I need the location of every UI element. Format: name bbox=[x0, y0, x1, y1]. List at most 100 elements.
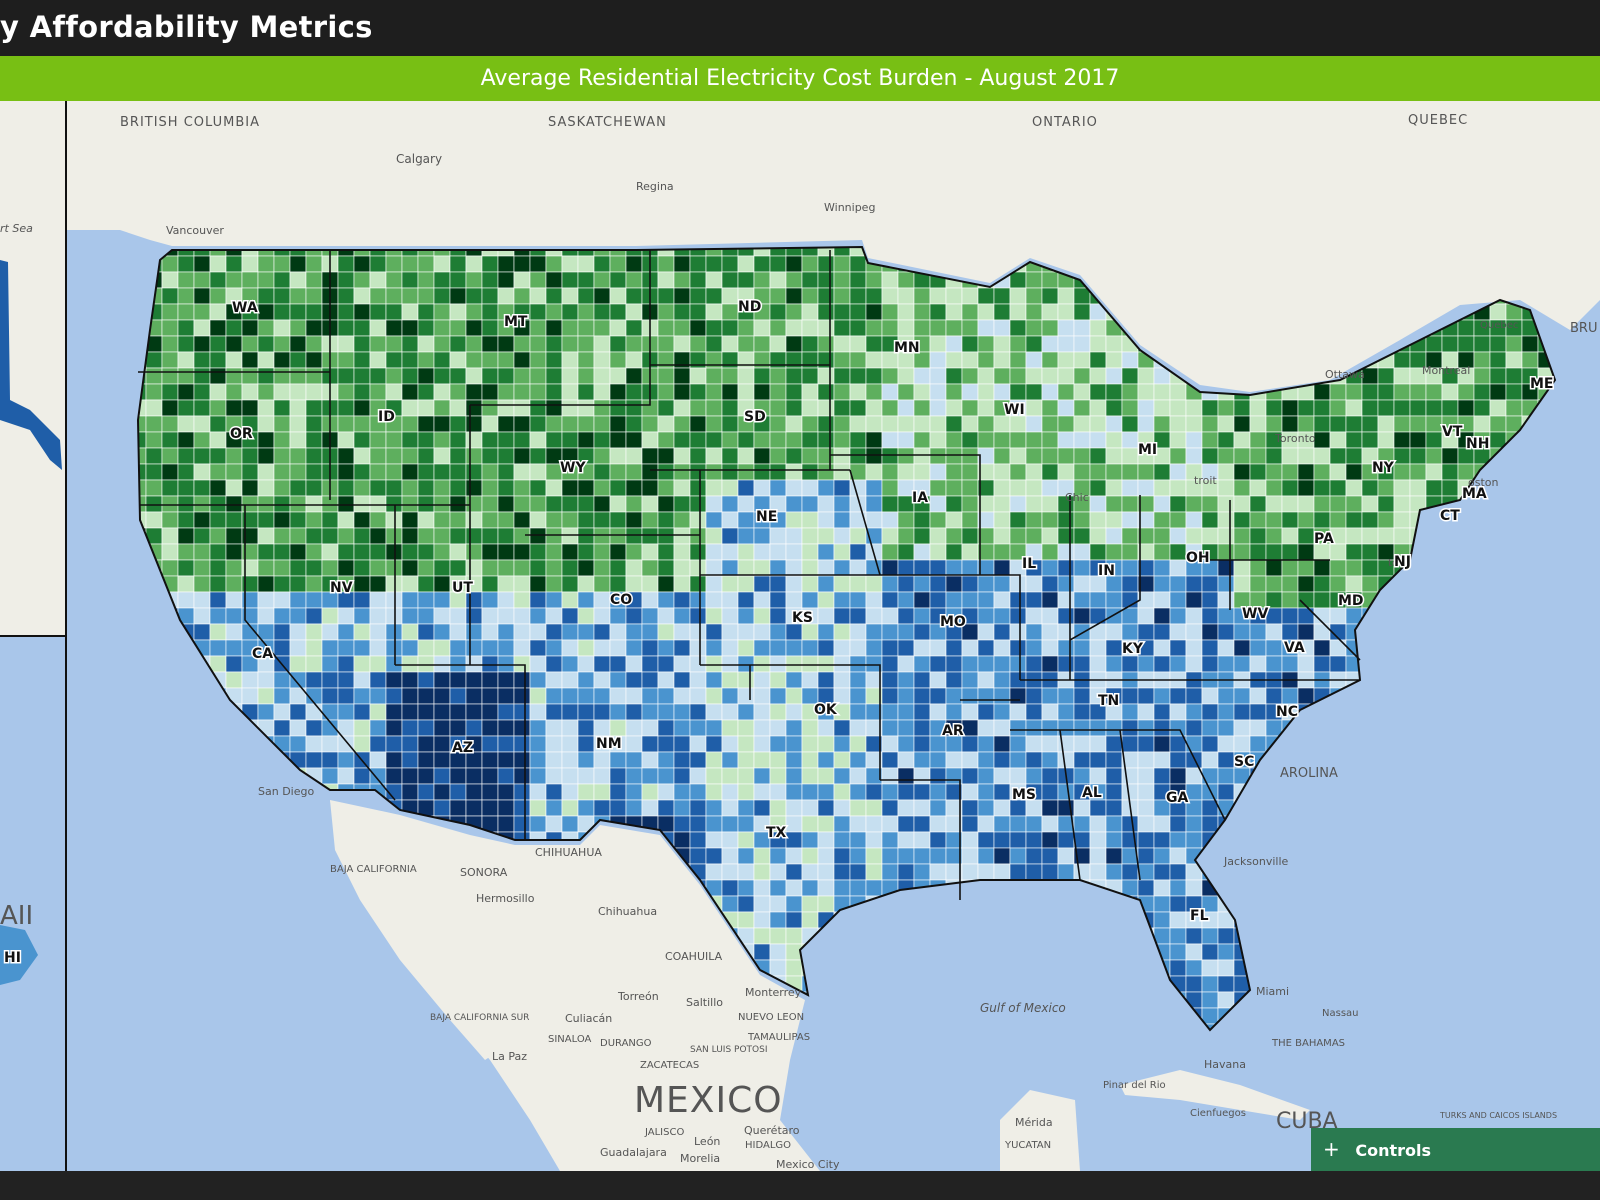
county-cell bbox=[1057, 527, 1075, 545]
label-inset-hawaii: AII bbox=[0, 901, 33, 931]
county-cell bbox=[785, 671, 803, 689]
county-cell bbox=[1441, 383, 1459, 401]
county-cell bbox=[1329, 399, 1347, 417]
county-cell bbox=[817, 303, 835, 321]
county-cell bbox=[225, 271, 243, 289]
county-cell bbox=[273, 495, 291, 513]
county-cell bbox=[529, 351, 547, 369]
county-cell bbox=[1041, 623, 1059, 641]
state-label-ma: MA bbox=[1462, 486, 1487, 502]
county-cell bbox=[689, 479, 707, 497]
county-cell bbox=[337, 639, 355, 657]
county-cell bbox=[401, 415, 419, 433]
county-cell bbox=[1313, 575, 1331, 593]
county-cell bbox=[897, 847, 915, 865]
county-cell bbox=[1297, 687, 1315, 705]
county-cell bbox=[737, 751, 755, 769]
county-cell bbox=[433, 783, 451, 801]
county-cell bbox=[1121, 687, 1139, 705]
county-cell bbox=[1377, 415, 1395, 433]
county-cell bbox=[449, 639, 467, 657]
county-cell bbox=[401, 399, 419, 417]
county-cell bbox=[1057, 415, 1075, 433]
county-cell bbox=[337, 415, 355, 433]
county-cell bbox=[849, 767, 867, 785]
county-cell bbox=[961, 447, 979, 465]
county-cell bbox=[1169, 607, 1187, 625]
county-cell bbox=[673, 655, 691, 673]
county-cell bbox=[753, 735, 771, 753]
county-cell bbox=[897, 575, 915, 593]
county-cell bbox=[673, 367, 691, 385]
county-cell bbox=[593, 415, 611, 433]
county-cell bbox=[1201, 751, 1219, 769]
county-cell bbox=[465, 463, 483, 481]
county-cell bbox=[641, 527, 659, 545]
county-cell bbox=[1057, 431, 1075, 449]
county-cell bbox=[881, 495, 899, 513]
county-cell bbox=[929, 783, 947, 801]
county-cell bbox=[1297, 415, 1315, 433]
county-cell bbox=[689, 831, 707, 849]
county-cell bbox=[401, 543, 419, 561]
county-cell bbox=[625, 271, 643, 289]
county-cell bbox=[1153, 479, 1171, 497]
county-cell bbox=[465, 415, 483, 433]
county-cell bbox=[401, 351, 419, 369]
county-cell bbox=[177, 591, 195, 609]
county-cell bbox=[849, 271, 867, 289]
county-cell bbox=[593, 479, 611, 497]
county-cell bbox=[849, 575, 867, 593]
county-cell bbox=[721, 687, 739, 705]
county-cell bbox=[1313, 447, 1331, 465]
controls-button[interactable]: + Controls bbox=[1311, 1128, 1600, 1171]
county-cell bbox=[401, 623, 419, 641]
county-cell bbox=[609, 639, 627, 657]
county-cell bbox=[1105, 735, 1123, 753]
county-cell bbox=[833, 639, 851, 657]
county-cell bbox=[865, 415, 883, 433]
county-cell bbox=[1249, 415, 1267, 433]
county-cell bbox=[945, 511, 963, 529]
county-cell bbox=[337, 607, 355, 625]
choropleth-map[interactable]: BRITISH COLUMBIA SASKATCHEWAN ONTARIO QU… bbox=[0, 101, 1600, 1171]
county-cell bbox=[913, 783, 931, 801]
county-cell bbox=[993, 863, 1011, 881]
county-cell bbox=[337, 271, 355, 289]
county-cell bbox=[929, 335, 947, 353]
label-washington: ton bbox=[1388, 558, 1404, 569]
county-cell bbox=[929, 543, 947, 561]
county-cell bbox=[625, 447, 643, 465]
county-cell bbox=[353, 655, 371, 673]
county-cell bbox=[1025, 527, 1043, 545]
county-cell bbox=[705, 383, 723, 401]
county-cell bbox=[1137, 815, 1155, 833]
county-cell bbox=[1121, 623, 1139, 641]
county-cell bbox=[753, 479, 771, 497]
county-cell bbox=[801, 335, 819, 353]
state-label-oh: OH bbox=[1186, 550, 1210, 566]
county-cell bbox=[417, 527, 435, 545]
county-cell bbox=[689, 431, 707, 449]
county-cell bbox=[1153, 559, 1171, 577]
county-cell bbox=[705, 495, 723, 513]
county-cell bbox=[305, 287, 323, 305]
county-cell bbox=[1329, 383, 1347, 401]
county-cell bbox=[257, 559, 275, 577]
county-cell bbox=[577, 511, 595, 529]
county-cell bbox=[161, 335, 179, 353]
county-cell bbox=[593, 799, 611, 817]
state-label-ga: GA bbox=[1166, 790, 1188, 806]
label-toronto: Toronto bbox=[1274, 432, 1316, 445]
county-cell bbox=[561, 815, 579, 833]
county-cell bbox=[433, 655, 451, 673]
county-cell bbox=[577, 623, 595, 641]
county-cell bbox=[1153, 815, 1171, 833]
county-cell bbox=[1105, 751, 1123, 769]
county-cell bbox=[273, 399, 291, 417]
county-cell bbox=[369, 735, 387, 753]
county-cell bbox=[289, 735, 307, 753]
county-cell bbox=[177, 463, 195, 481]
county-cell bbox=[849, 351, 867, 369]
county-cell bbox=[833, 543, 851, 561]
